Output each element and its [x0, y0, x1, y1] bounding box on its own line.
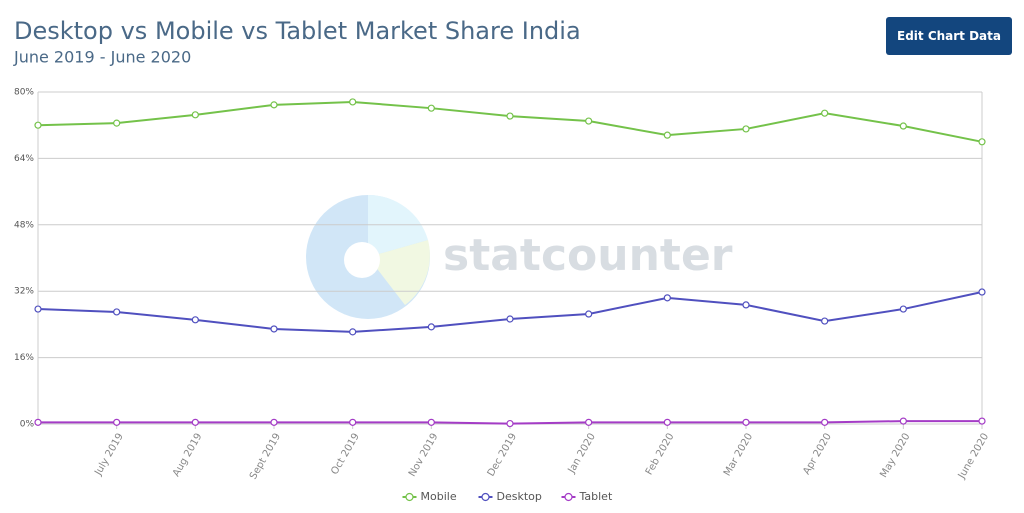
point — [821, 418, 829, 426]
watermark: statcounter — [443, 230, 733, 281]
point — [506, 315, 514, 323]
legend-label: Desktop — [497, 490, 542, 503]
point — [349, 418, 357, 426]
y-tick-label: 16% — [14, 353, 34, 363]
watermark-logo — [306, 194, 430, 319]
point — [978, 138, 986, 146]
point — [899, 122, 907, 130]
series-line — [37, 100, 983, 143]
legend-label: Mobile — [421, 490, 457, 503]
point — [113, 119, 121, 127]
legend-marker — [405, 492, 414, 502]
point — [899, 417, 907, 425]
x-tick-label: Mar 2020 — [722, 432, 755, 479]
point — [270, 418, 278, 426]
point — [427, 418, 435, 426]
point — [978, 417, 986, 425]
point — [191, 316, 199, 324]
point — [899, 305, 907, 313]
legend-marker — [481, 492, 490, 502]
point — [585, 310, 593, 318]
x-tick-label: Sept 2019 — [248, 432, 283, 482]
point — [349, 328, 357, 336]
point — [34, 305, 42, 313]
legend-label: Tablet — [579, 490, 613, 503]
chart-subtitle: June 2019 - June 2020 — [13, 48, 191, 67]
point — [34, 418, 42, 426]
point — [663, 418, 671, 426]
point — [821, 109, 829, 117]
point — [821, 317, 829, 325]
point — [427, 104, 435, 112]
x-tick-label: Nov 2019 — [407, 432, 441, 479]
point — [663, 294, 671, 302]
point — [34, 121, 42, 129]
point — [742, 418, 750, 426]
point — [506, 419, 514, 428]
y-tick-label: 0% — [20, 420, 35, 430]
y-tick-label: 64% — [14, 154, 34, 164]
point — [663, 131, 671, 139]
point — [270, 325, 278, 333]
x-tick-label: Aug 2019 — [171, 432, 205, 479]
edit-chart-data-button[interactable]: Edit Chart Data — [886, 17, 1012, 55]
point — [270, 101, 278, 109]
point — [113, 308, 121, 316]
x-tick-label: July 2019 — [93, 432, 126, 479]
point — [191, 111, 199, 119]
chart-title: Desktop vs Mobile vs Tablet Market Share… — [14, 17, 581, 45]
y-tick-label: 80% — [14, 88, 34, 98]
y-tick-label: 32% — [14, 287, 34, 297]
x-tick-label: Apr 2020 — [801, 432, 833, 477]
y-tick-label: 48% — [14, 220, 34, 230]
x-tick-label: Jan 2020 — [566, 432, 598, 477]
x-tick-label: Feb 2020 — [644, 432, 677, 478]
point — [978, 288, 986, 296]
x-tick-label: June 2020 — [956, 432, 991, 482]
x-tick-label: Oct 2019 — [329, 432, 361, 477]
series-line — [37, 291, 983, 333]
point — [191, 418, 199, 426]
point — [742, 301, 750, 309]
point — [349, 98, 357, 106]
point — [742, 125, 750, 133]
point — [585, 117, 593, 125]
point — [585, 418, 593, 426]
x-tick-label: May 2020 — [878, 432, 912, 480]
point — [506, 112, 514, 120]
x-tick-label: Dec 2019 — [486, 432, 520, 479]
legend-marker — [564, 492, 573, 502]
point — [113, 418, 121, 426]
point — [427, 323, 435, 331]
